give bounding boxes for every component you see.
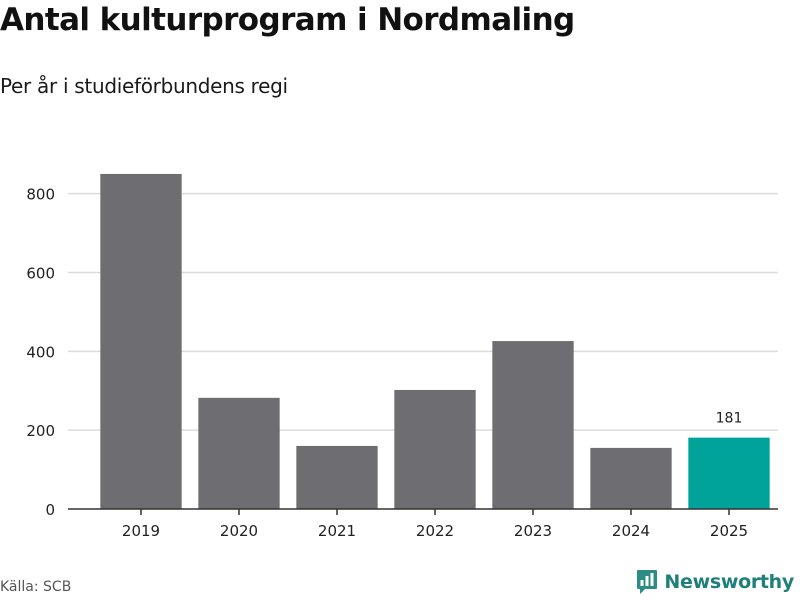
x-tick-label: 2020 — [220, 522, 258, 540]
brand-name: Newsworthy — [664, 571, 794, 593]
y-tick-label: 400 — [26, 343, 55, 361]
bar-2020 — [198, 397, 280, 509]
x-tick-label: 2021 — [318, 522, 356, 540]
data-labels: 181 — [716, 411, 743, 427]
bars — [100, 173, 770, 509]
chart-title: Antal kulturprogram i Nordmaling — [0, 2, 575, 38]
source-note: Källa: SCB — [0, 579, 72, 595]
x-tick-labels: 2019 2020 2021 2022 2023 2024 2025 — [122, 522, 748, 540]
y-tick-labels: 0 200 400 600 800 — [26, 186, 55, 519]
y-tick-label: 600 — [26, 264, 55, 282]
newsworthy-chart-icon — [637, 570, 658, 594]
y-tick-label: 200 — [26, 422, 55, 440]
x-axis — [68, 508, 778, 515]
x-tick-label: 2019 — [122, 522, 160, 540]
bar-2021 — [296, 445, 378, 509]
bar-2019 — [100, 173, 182, 509]
bar-2022 — [394, 389, 476, 509]
bar-2024 — [590, 447, 672, 509]
y-tick-label: 800 — [26, 186, 55, 204]
x-tick-label: 2024 — [612, 522, 650, 540]
chart-subtitle: Per år i studieförbundens regi — [0, 74, 288, 98]
data-label: 181 — [716, 411, 743, 427]
bar-2025 — [688, 437, 770, 509]
x-tick-label: 2022 — [416, 522, 454, 540]
brand-logo: Newsworthy — [636, 569, 794, 595]
bar-2023 — [492, 341, 574, 509]
x-tick-label: 2025 — [710, 522, 748, 540]
y-tick-label: 0 — [45, 501, 55, 519]
x-tick-label: 2023 — [514, 522, 552, 540]
